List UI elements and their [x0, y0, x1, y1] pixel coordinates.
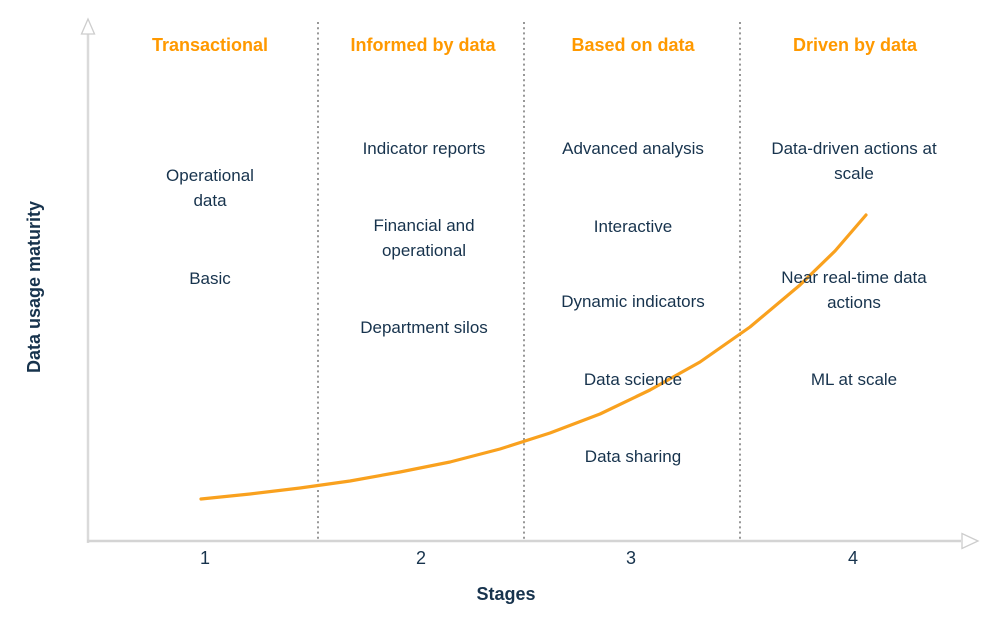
stage2-item-indicator-reports: Indicator reports	[362, 139, 486, 158]
x-axis-label: Stages	[476, 584, 536, 604]
stage4-item-near-real-time-data-actions: Near real-time data actions	[781, 268, 927, 312]
stage2-item-department-silos: Department silos	[360, 318, 488, 337]
stage3-item-dynamic-indicators: Dynamic indicators	[561, 292, 705, 311]
stage2-item-financial-and-operational: Financial and operational	[373, 216, 475, 260]
stage1-item-operational-data: Operational data	[166, 166, 254, 210]
stage4-item-data-driven-actions-at-scale: Data-driven actions at scale	[771, 139, 937, 183]
y-axis-arrow-icon	[80, 17, 96, 35]
stage4-item-ml-at-scale: ML at scale	[810, 370, 898, 389]
stage3-item-data-science: Data science	[583, 370, 683, 389]
y-axis-label: Data usage maturity	[24, 200, 44, 374]
x-tick-3: 3	[625, 548, 637, 568]
stage3-item-data-sharing: Data sharing	[584, 447, 682, 466]
stage1-item-basic: Basic	[189, 269, 231, 288]
x-tick-4: 4	[847, 548, 859, 568]
stage-header-driven-by-data: Driven by data	[792, 35, 918, 55]
maturity-curve	[199, 213, 868, 501]
stage-header-based-on-data: Based on data	[571, 35, 695, 55]
stage3-item-interactive: Interactive	[593, 217, 673, 236]
x-tick-1: 1	[199, 548, 211, 568]
x-tick-2: 2	[415, 548, 427, 568]
x-axis-arrow-icon	[961, 532, 980, 550]
stage3-item-advanced-analysis: Advanced analysis	[562, 139, 704, 158]
stage-header-informed-by-data: Informed by data	[350, 35, 496, 55]
stage-header-transactional: Transactional	[151, 35, 269, 55]
